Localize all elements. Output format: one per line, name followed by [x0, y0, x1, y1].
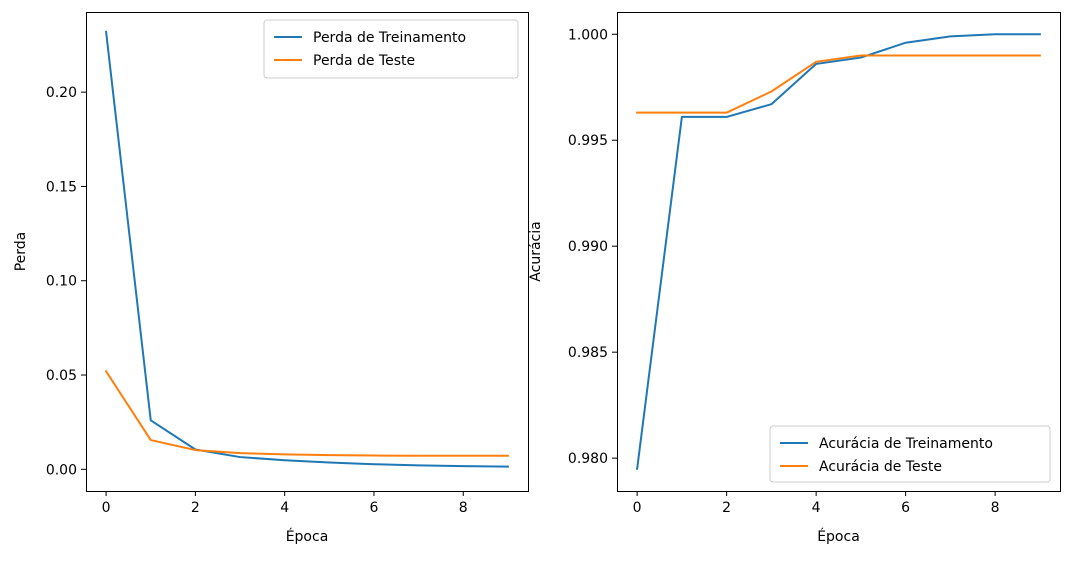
- chart-1: 0 2 4 6 8 0.00 0.05 0.10 0.15 0.20 Época Perda Perda…: [13, 12, 529, 545]
- y-tick-label: 0.10: [46, 274, 77, 290]
- x-axis-label: Época: [286, 528, 329, 545]
- y-tick-label: 0.00: [46, 462, 77, 478]
- x-tick-label: 0: [102, 500, 111, 516]
- y-tick-label: 0.05: [46, 368, 77, 384]
- x-tick-label: 8: [991, 500, 1000, 516]
- y-tick-label: 0.980: [568, 451, 608, 467]
- plot-frame: [617, 12, 1061, 492]
- x-tick-label: 2: [722, 500, 731, 516]
- legend-label: Perda de Treinamento: [313, 30, 466, 46]
- x-tick-label: 6: [370, 500, 379, 516]
- legend-box: [263, 19, 519, 79]
- x-tick-label: 2: [191, 500, 200, 516]
- series-line-1: [636, 33, 1041, 470]
- legend-label: Acurácia de Teste: [819, 459, 942, 475]
- legend: Acurácia de Treinamento Acurácia de Teste: [769, 425, 1051, 483]
- y-tick-label: 0.995: [568, 133, 608, 149]
- y-tick-label: 0.990: [568, 239, 608, 255]
- series-line-1: [104, 30, 509, 468]
- y-axis-label: Perda: [13, 232, 29, 272]
- series-line-2: [636, 54, 1041, 114]
- y-tick-label: 0.985: [568, 345, 608, 361]
- x-tick-label: 4: [812, 500, 821, 516]
- x-tick-label: 8: [459, 500, 468, 516]
- x-tick-label: 6: [901, 500, 910, 516]
- plot-frame: [86, 12, 529, 492]
- legend: Perda de Treinamento Perda de Teste: [263, 19, 519, 79]
- x-tick-label: 0: [633, 500, 642, 516]
- y-tick-label: 0.20: [46, 85, 77, 101]
- y-tick-label: 1.000: [568, 27, 608, 43]
- legend-label: Acurácia de Treinamento: [819, 436, 993, 452]
- y-tick-label: 0.15: [46, 179, 77, 195]
- x-axis-label: Época: [817, 528, 860, 545]
- x-tick-label: 4: [280, 500, 289, 516]
- legend-label: Perda de Teste: [313, 53, 415, 69]
- legend-box: [769, 425, 1051, 483]
- chart-2: 0 2 4 6 8 0.980 0.985 0.990 0.995 1.000 Época Acurá…: [528, 12, 1061, 545]
- series-line-2: [104, 369, 509, 457]
- y-axis-label: Acurácia: [528, 221, 544, 281]
